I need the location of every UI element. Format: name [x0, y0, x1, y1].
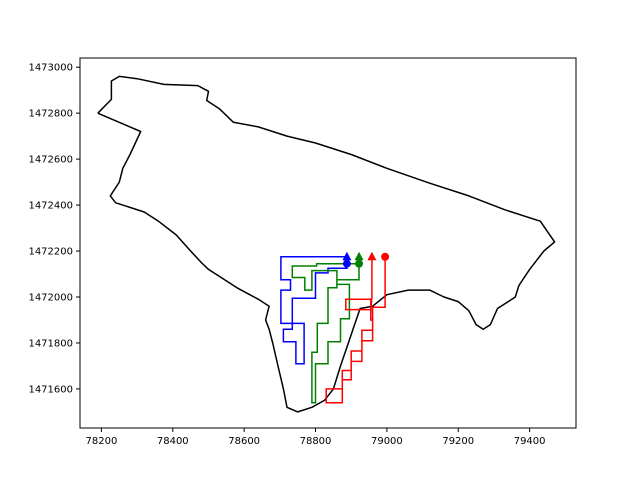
y-axis: 1471600 1471800 1472000 1472200 1472400 14726… — [28, 63, 80, 395]
x-tick-label: 78200 — [86, 436, 118, 447]
y-tick-label: 1471800 — [28, 338, 73, 349]
x-tick-label: 78600 — [228, 436, 260, 447]
series-2-end-marker — [354, 251, 364, 261]
axes-frame — [79, 57, 577, 429]
series-2-path — [291, 256, 360, 404]
y-tick-label: 1472200 — [28, 247, 73, 258]
series-3-path — [325, 256, 386, 404]
x-tick-label: 79200 — [442, 436, 474, 447]
series-1-path — [280, 256, 348, 365]
y-tick-label: 1472000 — [28, 293, 73, 304]
y-tick-label: 1472400 — [28, 201, 73, 212]
series-3-start-marker — [381, 252, 390, 261]
y-tick-label: 1471600 — [28, 384, 73, 395]
y-tick-label: 1472600 — [28, 155, 73, 166]
x-tick-label: 78400 — [157, 436, 189, 447]
series-3-end-marker — [367, 251, 377, 261]
series-1-start-marker — [342, 259, 351, 268]
plot-area — [97, 75, 556, 413]
series-2-start-marker — [355, 259, 364, 268]
y-tick-label: 1472800 — [28, 109, 73, 120]
y-tick-label: 1473000 — [28, 63, 73, 74]
x-tick-label: 79400 — [514, 436, 546, 447]
series-1-end-marker — [342, 251, 352, 261]
boundary-line — [97, 75, 556, 413]
x-tick-label: 79000 — [371, 436, 403, 447]
x-axis: 78200 78400 78600 78800 79000 79200 79400 — [86, 428, 546, 447]
x-tick-label: 78800 — [300, 436, 332, 447]
